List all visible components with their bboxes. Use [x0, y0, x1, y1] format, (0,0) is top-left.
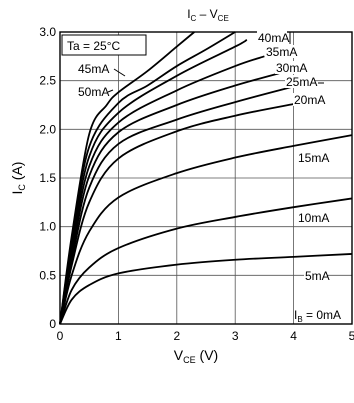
- y-tick-label: 1.0: [39, 220, 56, 234]
- x-tick-label: 5: [349, 329, 354, 343]
- curves: [59, 31, 353, 325]
- curve-label-25ma: 25mA: [286, 75, 317, 89]
- curve-15ma: [59, 134, 353, 325]
- curve-20ma: [59, 103, 294, 325]
- x-tick-label: 2: [173, 329, 180, 343]
- y-tick-label: 2.5: [39, 74, 56, 88]
- curve-label-45ma: 45mA: [78, 62, 109, 76]
- curve-label-bg: [275, 61, 305, 74]
- y-axis-title-group: IC (A): [9, 162, 27, 195]
- curve-50ma: [59, 31, 195, 325]
- x-tick-label: 1: [115, 329, 122, 343]
- curve-label-5ma: 5mA: [305, 269, 330, 283]
- curve-label-bg: [285, 75, 315, 88]
- chart-title: IC – VCE: [187, 7, 229, 23]
- condition-label: Ta = 25°C: [67, 39, 120, 53]
- y-tick-label: 3.0: [39, 25, 56, 39]
- curve-5ma: [59, 253, 353, 325]
- curve-label-bg: [257, 31, 287, 44]
- x-axis-title: VCE (V): [174, 347, 218, 365]
- y-tick-label: 2.0: [39, 122, 56, 136]
- curve-label-20ma: 20mA: [294, 93, 325, 107]
- leader-line: [113, 68, 126, 77]
- curve-label-15ma: 15mA: [298, 151, 329, 165]
- tick-labels: 0 1 2 3 4 5 0 0.5 1.0 1.5 2.0 2.5 3.0: [39, 25, 354, 343]
- curve-label-bg: [77, 85, 107, 98]
- curve-label-30ma: 30mA: [276, 61, 307, 75]
- curve-label-bg: [297, 151, 327, 164]
- y-tick-label: 1.5: [39, 171, 56, 185]
- curve-label-bg: [293, 93, 323, 106]
- curve-30ma: [59, 70, 289, 325]
- curve-label-35ma: 35mA: [266, 45, 297, 59]
- plot-frame: [59, 31, 353, 325]
- curve-label-bg: [265, 45, 295, 58]
- ib-zero-label: IB = 0mA: [294, 308, 341, 324]
- curve-10ma: [59, 197, 353, 325]
- x-tick-label: 4: [290, 329, 297, 343]
- curve-25ma: [59, 85, 294, 325]
- x-tick-label: 3: [232, 329, 239, 343]
- condition-box: [61, 34, 147, 56]
- y-tick-label: 0.5: [39, 268, 56, 282]
- curve-label-bg: [77, 62, 107, 75]
- curve-label-bg: [304, 269, 327, 282]
- x-tick-label: 0: [57, 329, 64, 343]
- y-tick-label: 0: [49, 317, 56, 331]
- leader-line: [107, 89, 114, 93]
- curve-label-bg: [297, 211, 327, 224]
- y-axis-title: IC (A): [9, 162, 27, 195]
- curve-label-40ma: 40mA: [258, 31, 289, 45]
- curve-label-50ma: 50mA: [78, 85, 109, 99]
- curve-label-10ma: 10mA: [298, 211, 329, 225]
